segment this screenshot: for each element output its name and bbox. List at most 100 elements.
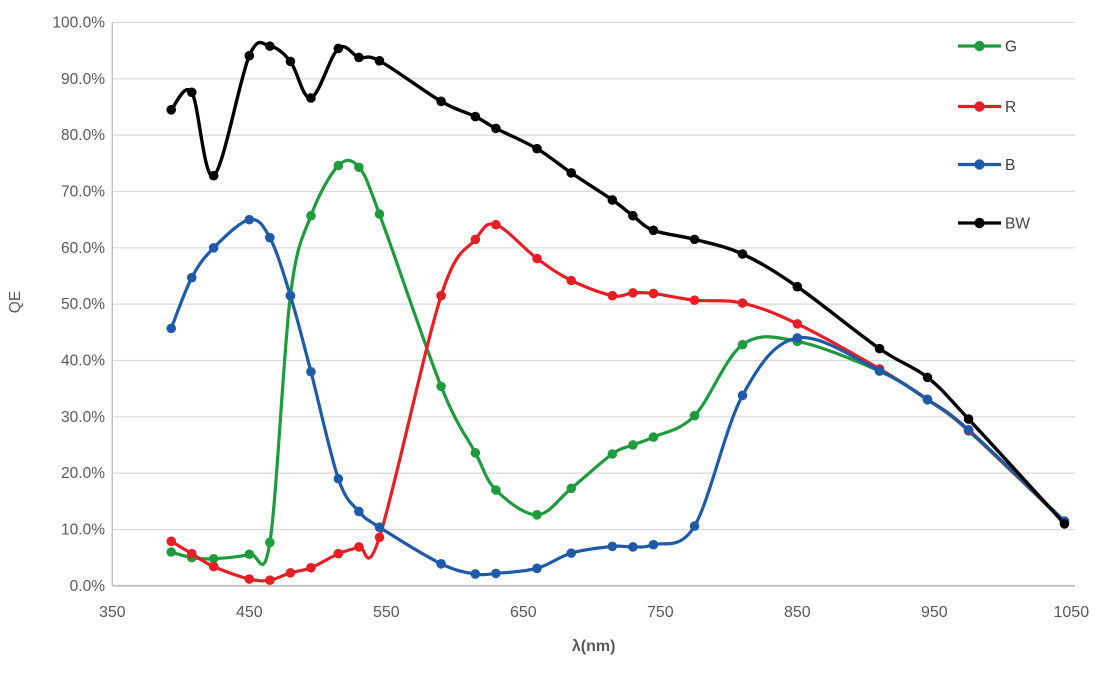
series-G-marker: [166, 547, 177, 557]
y-tick-label: 100.0%: [52, 15, 105, 32]
x-tick-label: 350: [99, 604, 126, 621]
series-B-marker: [166, 323, 177, 334]
series-BW-marker: [607, 195, 618, 205]
x-tick-label: 550: [373, 604, 400, 621]
x-axis-title: λ(nm): [572, 638, 616, 655]
series-BW-marker: [208, 170, 219, 181]
series-R-marker: [166, 536, 177, 547]
series-G-line: [169, 158, 1067, 567]
legend-label: BW: [1005, 216, 1030, 233]
series-G-marker: [628, 440, 638, 450]
y-axis-title: QE: [7, 291, 24, 313]
series-R-marker: [470, 234, 481, 245]
gridlines: [112, 21, 1075, 531]
legend-item-B: B: [958, 157, 1015, 174]
series-B-marker: [689, 521, 700, 531]
series-BW-marker: [285, 56, 296, 67]
series-B-marker: [648, 539, 659, 550]
legend-label: G: [1005, 39, 1017, 56]
series-R-marker: [689, 295, 700, 306]
series-BW-marker: [628, 210, 638, 221]
series-B-marker: [566, 548, 577, 558]
y-tick-label: 60.0%: [61, 240, 105, 257]
series-BW-marker: [532, 143, 542, 154]
y-tick-label: 70.0%: [61, 183, 105, 200]
legend-item-G: G: [958, 39, 1017, 56]
series-B-marker: [792, 333, 803, 343]
series-B-marker: [963, 424, 974, 435]
series-BW-marker: [374, 56, 385, 66]
legend-marker-swatch: [974, 217, 985, 229]
series-B-marker: [208, 243, 219, 253]
series-G-marker: [689, 410, 700, 421]
series-BW-marker: [648, 225, 659, 236]
series-R-marker: [265, 575, 275, 585]
legend-marker-swatch: [974, 40, 985, 52]
series-B-line: [169, 217, 1067, 577]
legend-item-R: R: [958, 99, 1016, 116]
series-BW-marker: [737, 249, 748, 259]
x-tick-label: 950: [921, 604, 948, 621]
series-BW-marker: [333, 43, 344, 54]
legend-label: B: [1005, 157, 1015, 174]
series-R-marker: [737, 298, 748, 308]
y-tick-label: 20.0%: [61, 465, 105, 482]
y-tick-label: 30.0%: [61, 409, 105, 426]
y-tick-label: 90.0%: [61, 71, 105, 88]
series-G-marker: [354, 162, 364, 173]
x-tick-labels: 350 450 550 650 750 850 950 1050: [99, 604, 1089, 621]
series-G-marker: [208, 553, 219, 564]
series-B-marker: [333, 473, 344, 484]
series-R: [166, 219, 1070, 585]
series-BW-marker: [470, 111, 481, 122]
series-BW-marker: [186, 87, 197, 98]
series-R-marker: [532, 253, 542, 264]
series-G-marker: [265, 537, 275, 548]
series-R-marker: [566, 275, 577, 286]
series-R-marker: [208, 561, 219, 572]
series-B-marker: [628, 542, 638, 552]
series-B-marker: [532, 563, 542, 574]
series-B-marker: [470, 569, 481, 579]
series-BW-marker: [265, 41, 275, 51]
series-BW-marker: [792, 281, 803, 292]
series-G-marker: [491, 485, 501, 495]
x-tick-label: 450: [236, 604, 263, 621]
legend-item-BW: BW: [958, 216, 1030, 233]
series-B-marker: [374, 522, 385, 533]
series-R-marker: [607, 290, 618, 301]
series-BW-marker: [566, 168, 577, 178]
series-B-marker: [285, 290, 296, 301]
series-BW-marker: [963, 414, 974, 424]
series-BW-marker: [436, 96, 446, 107]
series-R-marker: [306, 562, 316, 573]
series-BW-marker: [689, 234, 700, 245]
series-BW-marker: [166, 105, 177, 115]
series-G-marker: [648, 432, 659, 442]
series-BW-marker: [922, 372, 933, 383]
series-B-marker: [922, 394, 933, 405]
series-G-marker: [244, 549, 255, 560]
series-R-marker: [792, 319, 803, 329]
series-B-marker: [306, 366, 316, 377]
series-G-marker: [532, 510, 542, 520]
y-tick-label: 10.0%: [61, 521, 105, 538]
series-B-marker: [491, 568, 501, 579]
series-R-marker: [186, 548, 197, 559]
series-G-marker: [607, 449, 618, 459]
series-G-marker: [374, 209, 385, 219]
series-R-marker: [244, 574, 255, 584]
y-tick-labels: 0.0% 10.0% 20.0% 30.0% 40.0% 50.0% 60.0% 70.0% 8…: [52, 15, 105, 595]
series-G-marker: [737, 339, 748, 350]
series-B-marker: [354, 506, 364, 517]
legend-marker-swatch: [974, 159, 985, 170]
series-B-marker: [436, 559, 446, 569]
series-B-marker: [244, 214, 255, 225]
series-R-marker: [628, 288, 638, 298]
y-tick-label: 0.0%: [70, 578, 106, 595]
y-tick-label: 50.0%: [61, 296, 105, 313]
series-R-marker: [491, 219, 501, 230]
series-BW-marker: [874, 343, 885, 354]
series-R-line: [169, 222, 1067, 583]
